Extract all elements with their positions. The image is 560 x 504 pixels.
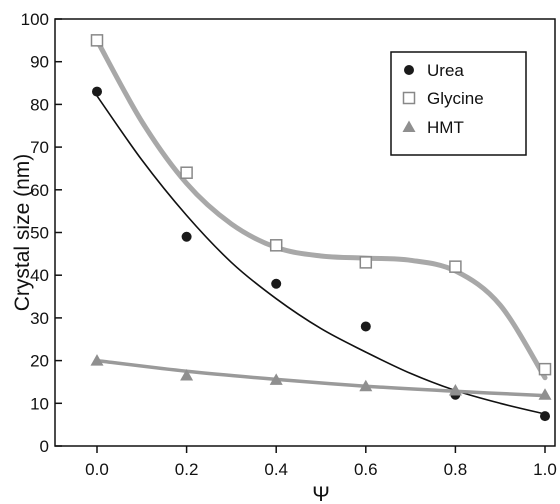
y-tick-label: 50 <box>30 224 49 243</box>
legend-label-hmt: HMT <box>427 118 464 137</box>
y-tick-label: 40 <box>30 266 49 285</box>
x-tick-label: 0.4 <box>264 460 288 479</box>
x-axis-title: Ψ <box>312 483 330 504</box>
y-axis-title: Crystal size (nm) <box>11 154 34 312</box>
y-tick-label: 20 <box>30 352 49 371</box>
legend-label-urea: Urea <box>427 61 464 80</box>
hmt-fit-curve <box>95 358 547 398</box>
y-tick-label: 100 <box>21 10 49 29</box>
axes-layer: 0 10 20 30 40 50 60 70 80 90 100 0.0 0.2 0.4 0.6 0.8 1.0… <box>11 10 557 504</box>
y-tick-label: 30 <box>30 309 49 328</box>
urea-data-point <box>92 86 102 97</box>
glycine-data-point <box>269 239 283 252</box>
y-tick-label: 80 <box>30 95 49 114</box>
fit-curves-layer <box>94 37 548 415</box>
x-tick-label: 1.0 <box>533 460 557 479</box>
urea-fit-curve <box>96 95 546 415</box>
legend-marker-hmt <box>402 120 416 132</box>
urea-data-point <box>181 231 192 242</box>
legend: Urea Glycine HMT <box>390 51 527 156</box>
hmt-data-point <box>359 379 373 392</box>
x-tick-label: 0.0 <box>85 460 109 479</box>
x-tick-label: 0.8 <box>444 460 468 479</box>
hmt-data-point <box>180 369 194 381</box>
urea-data-point <box>540 411 550 422</box>
y-tick-label: 90 <box>30 53 49 72</box>
legend-label-glycine: Glycine <box>427 89 484 108</box>
glycine-data-point <box>90 34 104 47</box>
x-tick-label: 0.2 <box>175 460 199 479</box>
hmt-data-point <box>538 388 552 400</box>
data-points-layer <box>90 34 552 422</box>
glycine-data-point <box>359 256 373 269</box>
legend-marker-glycine <box>402 91 416 105</box>
glycine-fit-curve <box>94 37 548 381</box>
hmt-data-point <box>90 354 104 366</box>
urea-data-point <box>360 321 371 332</box>
hmt-data-point <box>269 373 283 385</box>
y-tick-label: 60 <box>30 181 49 200</box>
urea-data-point <box>271 278 282 289</box>
x-tick-label: 0.6 <box>354 460 378 479</box>
y-tick-label: 10 <box>30 394 49 413</box>
hmt-data-point <box>448 383 462 396</box>
legend-marker-urea <box>404 65 414 75</box>
glycine-data-point <box>449 260 462 273</box>
glycine-data-point <box>180 166 193 179</box>
y-tick-label: 0 <box>40 437 49 456</box>
y-tick-label: 70 <box>30 138 49 157</box>
glycine-data-point <box>538 362 552 376</box>
